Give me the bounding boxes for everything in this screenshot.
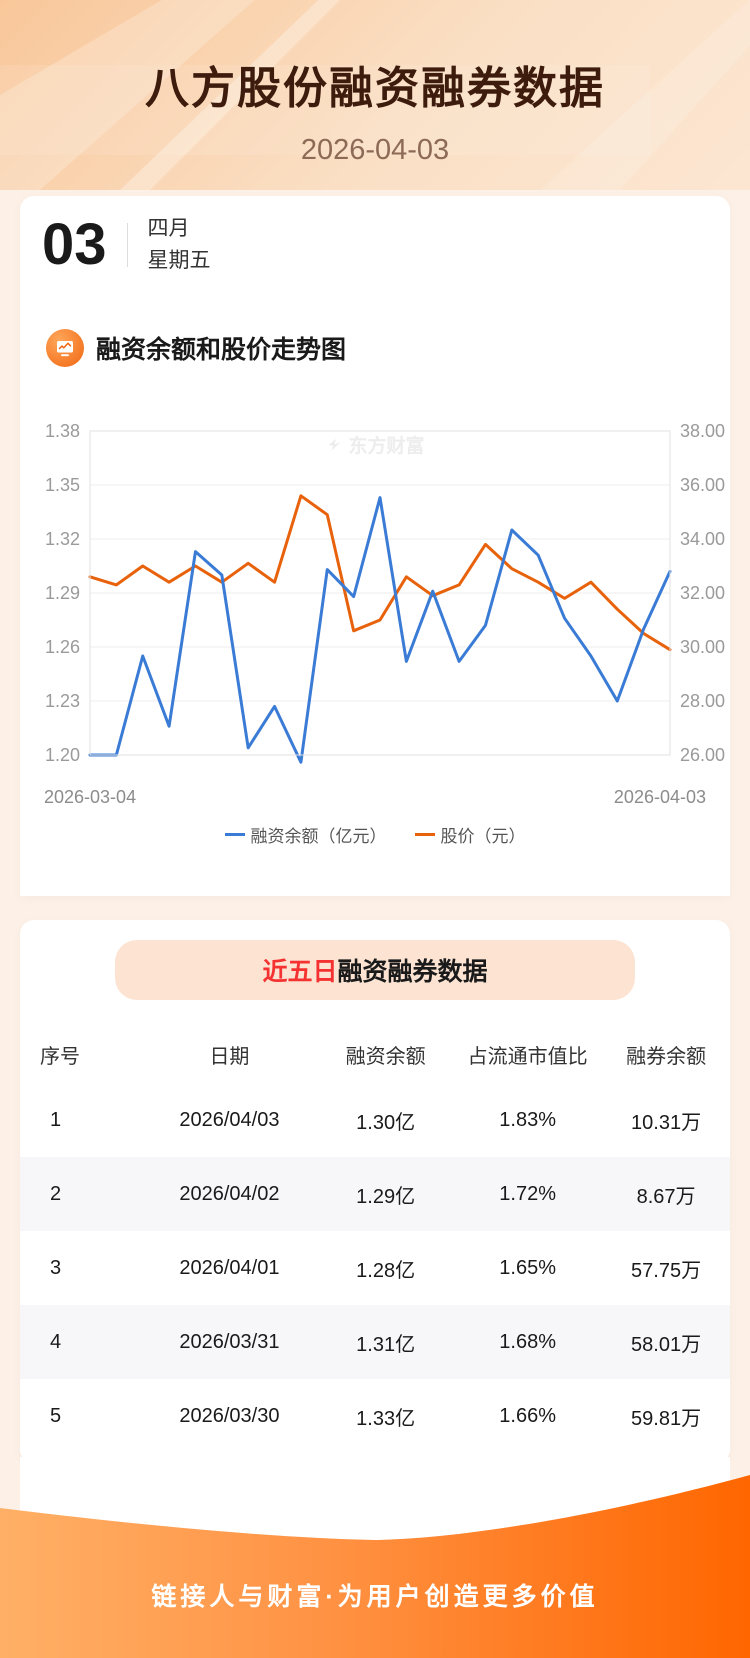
svg-text:26.00: 26.00 xyxy=(680,745,725,765)
svg-text:38.00: 38.00 xyxy=(680,421,725,441)
svg-text:28.00: 28.00 xyxy=(680,691,725,711)
svg-text:1.38: 1.38 xyxy=(45,421,80,441)
svg-text:1.35: 1.35 xyxy=(45,475,80,495)
svg-text:1.32: 1.32 xyxy=(45,529,80,549)
svg-text:1.29: 1.29 xyxy=(45,583,80,603)
svg-text:36.00: 36.00 xyxy=(680,475,725,495)
svg-text:30.00: 30.00 xyxy=(680,637,725,657)
svg-text:1.23: 1.23 xyxy=(45,691,80,711)
svg-text:32.00: 32.00 xyxy=(680,583,725,603)
svg-text:34.00: 34.00 xyxy=(680,529,725,549)
svg-text:1.20: 1.20 xyxy=(45,745,80,765)
svg-text:1.26: 1.26 xyxy=(45,637,80,657)
